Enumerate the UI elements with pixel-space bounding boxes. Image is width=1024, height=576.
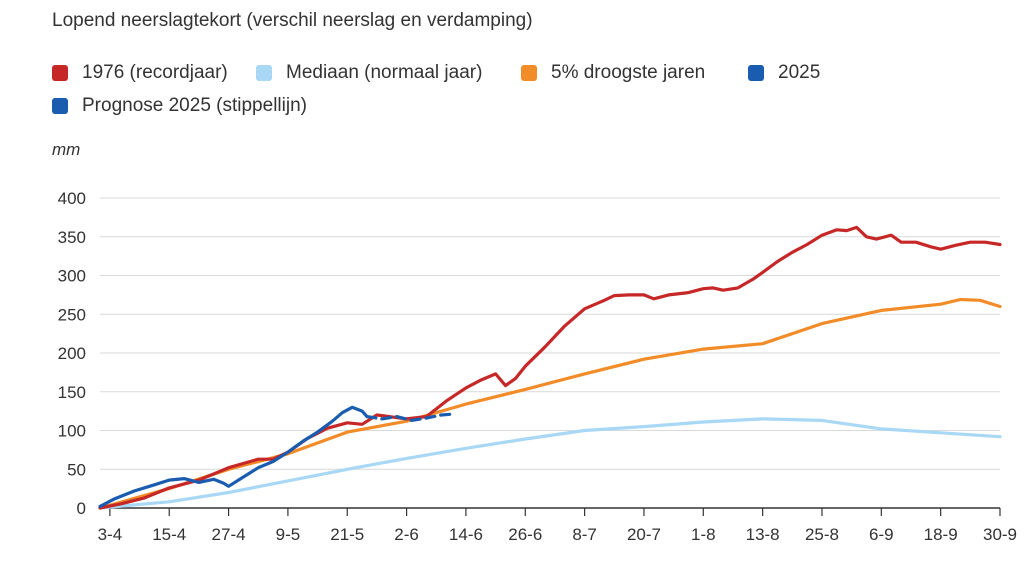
series-line-prognose-2025-stippellijn	[365, 412, 453, 422]
x-tick-label: 20-7	[627, 525, 661, 544]
legend-label-mediaan: Mediaan (normaal jaar)	[286, 62, 483, 83]
y-tick-label: 400	[58, 189, 86, 208]
x-tick-label: 27-4	[212, 525, 246, 544]
legend-swatch-prognose	[52, 98, 68, 114]
legend-label-2025: 2025	[778, 62, 821, 83]
y-axis-unit: mm	[52, 140, 81, 159]
x-tick-label: 25-8	[805, 525, 839, 544]
legend-label-prognose: Prognose 2025 (stippellijn)	[82, 95, 307, 116]
y-tick-label: 150	[58, 383, 86, 402]
x-tick-label: 3-4	[98, 525, 123, 544]
series-line-5-droogste-jaren	[98, 297, 1002, 510]
legend-swatch-1976	[52, 65, 68, 81]
legend-item-prognose[interactable]: Prognose 2025 (stippellijn)	[52, 95, 307, 117]
legend-item-2025[interactable]: 2025	[748, 62, 820, 84]
y-tick-label: 0	[77, 499, 86, 518]
series-lines	[98, 225, 1002, 510]
series-line-1976-recordjaar	[98, 225, 1002, 510]
y-tick-label: 100	[58, 422, 86, 441]
x-tick-label: 1-8	[691, 525, 716, 544]
legend-swatch-droogste	[521, 65, 537, 81]
legend-label-droogste: 5% droogste jaren	[551, 62, 706, 83]
series-line-mediaan-normaal-jaar	[98, 417, 1002, 510]
x-tick-label: 2-6	[394, 525, 419, 544]
legend-item-droogste[interactable]: 5% droogste jaren	[521, 62, 705, 84]
legend-item-1976[interactable]: 1976 (recordjaar)	[52, 62, 228, 84]
x-tick-label: 6-9	[869, 525, 894, 544]
y-tick-label: 200	[58, 344, 86, 363]
x-tick-label: 9-5	[276, 525, 301, 544]
x-tick-label: 13-8	[746, 525, 780, 544]
y-tick-label: 300	[58, 267, 86, 286]
series-line-2025	[98, 405, 369, 508]
legend-swatch-2025	[748, 65, 764, 81]
gridlines	[100, 197, 1000, 470]
x-tick-label: 30-9	[983, 525, 1017, 544]
x-tick-label: 26-6	[508, 525, 542, 544]
y-tick-label: 50	[67, 460, 86, 479]
legend-item-mediaan[interactable]: Mediaan (normaal jaar)	[256, 62, 482, 84]
y-axis-ticks: 0 50 100 150 200 250 300 350 400	[58, 189, 86, 518]
chart-title: Lopend neerslagtekort (verschil neerslag…	[52, 10, 533, 31]
x-tick-label: 18-9	[924, 525, 958, 544]
y-tick-label: 250	[58, 305, 86, 324]
legend-label-1976: 1976 (recordjaar)	[82, 62, 228, 83]
y-tick-label: 350	[58, 228, 86, 247]
x-tick-label: 8-7	[572, 525, 597, 544]
x-tick-label: 21-5	[330, 525, 364, 544]
x-tick-label: 15-4	[152, 525, 186, 544]
x-tick-label: 14-6	[449, 525, 483, 544]
x-axis: 3-4 15-4 27-4 9-5 21-5 2-6 14-6 26-6 8-7 20-7 1-8 1…	[98, 507, 1017, 544]
legend-swatch-mediaan	[256, 65, 272, 81]
